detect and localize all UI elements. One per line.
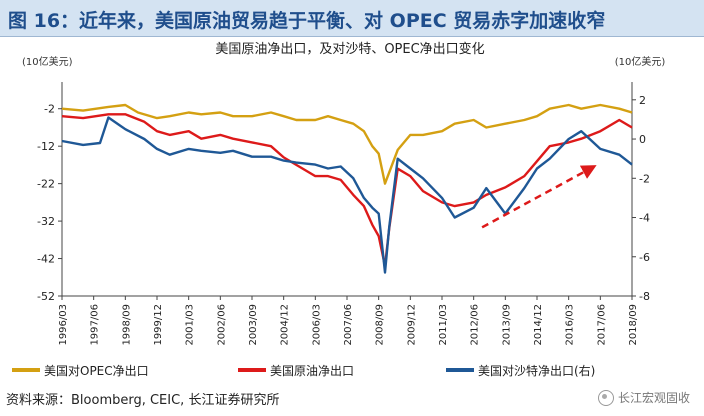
watermark: 长江宏观固收 bbox=[597, 389, 690, 406]
x-tick-label: 2018/09 bbox=[628, 304, 639, 346]
left-tick-label: -52 bbox=[37, 290, 55, 303]
left-tick-label: -22 bbox=[37, 178, 55, 191]
x-tick-label: 2014/12 bbox=[533, 304, 544, 346]
legend-label-3: 美国对沙特净出口(右) bbox=[478, 363, 595, 378]
x-tick-label: 2012/06 bbox=[470, 304, 481, 346]
right-tick-label: -2 bbox=[639, 172, 650, 185]
x-tick-label: 2004/12 bbox=[280, 304, 291, 346]
left-tick-label: -42 bbox=[37, 253, 55, 266]
x-tick-label: 2003/09 bbox=[248, 304, 259, 346]
right-tick-label: 2 bbox=[639, 94, 646, 107]
x-tick-label: 2017/06 bbox=[596, 304, 607, 346]
left-tick-label: -32 bbox=[37, 215, 55, 228]
x-tick-label: 2016/03 bbox=[565, 304, 576, 346]
x-tick-label: 2013/09 bbox=[501, 304, 512, 346]
watermark-label: 长江宏观固收 bbox=[617, 391, 690, 405]
series-lines bbox=[61, 103, 633, 274]
figure-title: 图 16：近年来，美国原油贸易趋于平衡、对 OPEC 贸易赤字加速收窄 bbox=[8, 10, 606, 32]
wechat-logo-icon bbox=[597, 389, 614, 406]
legend: 美国对OPEC净出口 美国原油净出口 美国对沙特净出口(右) bbox=[12, 363, 595, 378]
right-tick-label: -8 bbox=[639, 290, 650, 303]
x-tick-label: 1999/12 bbox=[153, 304, 164, 346]
figure-title-bar: 图 16：近年来，美国原油贸易趋于平衡、对 OPEC 贸易赤字加速收窄 bbox=[0, 0, 704, 37]
legend-label-1: 美国对OPEC净出口 bbox=[44, 364, 149, 378]
series-line-3 bbox=[61, 116, 633, 274]
left-axis-unit: (10亿美元) bbox=[22, 55, 73, 68]
left-tick-label: -12 bbox=[37, 140, 55, 153]
x-tick-label: 2008/09 bbox=[375, 304, 386, 346]
x-tick-label: 2006/03 bbox=[311, 304, 322, 346]
left-tick-label: -2 bbox=[44, 103, 55, 116]
series-line-2 bbox=[61, 113, 633, 268]
right-tick-label: -6 bbox=[639, 251, 650, 264]
x-tick-labels: 1996/03 1997/06 1998/09 1999/12 2001/03 2002/… bbox=[58, 296, 639, 346]
x-tick-label: 1997/06 bbox=[90, 304, 101, 346]
x-tick-label: 2001/03 bbox=[185, 304, 196, 346]
right-tick-label: 0 bbox=[639, 133, 646, 146]
source-note: 资料来源：Bloomberg, CEIC, 长江证券研究所 bbox=[6, 393, 280, 408]
trend-arrow bbox=[481, 165, 597, 229]
line-chart: 美国原油净出口，及对沙特、OPEC净出口变化 (10亿美元) (10亿美元) -… bbox=[12, 41, 666, 378]
x-tick-label: 1996/03 bbox=[58, 304, 69, 346]
x-tick-label: 2009/12 bbox=[406, 304, 417, 346]
x-tick-label: 2002/06 bbox=[216, 304, 227, 346]
x-tick-label: 2011/03 bbox=[438, 304, 449, 346]
x-tick-label: 1998/09 bbox=[121, 304, 132, 346]
legend-label-2: 美国原油净出口 bbox=[270, 364, 354, 378]
series-line-1 bbox=[61, 103, 633, 185]
right-axis-unit: (10亿美元) bbox=[615, 55, 666, 68]
x-tick-label: 2007/06 bbox=[343, 304, 354, 346]
chart-title: 美国原油净出口，及对沙特、OPEC净出口变化 bbox=[215, 41, 484, 57]
right-tick-label: -4 bbox=[639, 212, 650, 225]
